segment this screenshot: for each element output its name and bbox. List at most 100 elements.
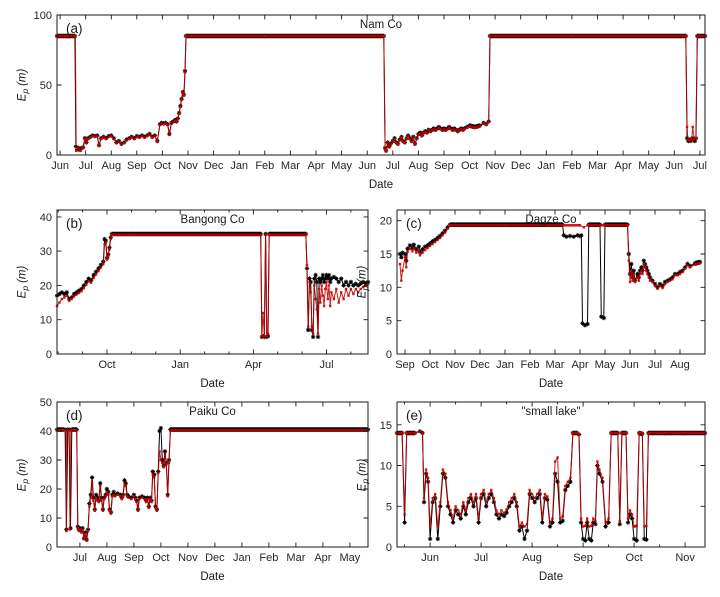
axes-box-e	[396, 401, 706, 548]
ylabel-units: (m)	[16, 265, 29, 283]
y-tick-label-b: 30	[40, 246, 52, 258]
y-tick-label-d: 40	[40, 426, 52, 438]
x-tick-label-d: Jul	[73, 552, 87, 564]
x-tick-label-c: Nov	[445, 359, 465, 371]
x-tick-label-a: Jun	[665, 160, 683, 172]
x-tick-label-a: Jul	[693, 160, 707, 172]
tick-marks-e	[397, 402, 705, 548]
axes-box-c	[396, 209, 706, 355]
series-red-plateau-e	[397, 431, 705, 528]
x-tick-label-a: Oct	[461, 160, 478, 172]
x-tick-label-d: Apr	[314, 552, 331, 564]
panel-d-letter: (d)	[66, 408, 83, 423]
x-tick-label-a: Apr	[307, 160, 324, 172]
x-tick-label-b: Oct	[98, 359, 115, 371]
panel-c-letter: (c)	[406, 216, 422, 231]
y-tick-label-b: 0	[46, 349, 52, 361]
x-tick-label-a: Jun	[51, 160, 69, 172]
panel-e-title: "small lake"	[521, 406, 581, 418]
tick-marks-d	[57, 401, 368, 548]
panel-b-title: Bangong Co	[180, 214, 245, 226]
tick-marks-a	[57, 14, 705, 156]
x-tick-label-a: Jul	[386, 160, 400, 172]
panel-c-ylabel: Ep (m)	[356, 266, 370, 299]
x-tick-label-a: Aug	[102, 160, 122, 172]
x-tick-label-c: Jun	[621, 359, 639, 371]
x-tick-label-a: Dec	[511, 160, 531, 172]
x-tick-label-a: Oct	[154, 160, 171, 172]
y-tick-label-e: 10	[380, 461, 392, 473]
y-tick-label-e: 5	[386, 501, 392, 513]
axes-box-d	[56, 401, 369, 548]
panel-a-ylabel: Ep (m)	[16, 69, 30, 102]
panel-a-letter: (a)	[66, 21, 83, 36]
x-tick-label-e: Aug	[522, 552, 542, 564]
x-tick-label-c: Sep	[395, 359, 415, 371]
panel-d-xlabel: Date	[200, 571, 225, 583]
y-tick-label-d: 50	[40, 397, 52, 409]
series-black-markers-d	[54, 425, 371, 542]
panel-e-letter: (e)	[406, 408, 423, 423]
panel-b-letter: (b)	[66, 216, 83, 231]
panel-b: Oct Jan Apr Jul 0 10 20 30 40	[40, 209, 371, 371]
ylabel-symbol: E	[356, 483, 369, 491]
x-tick-label-a: Dec	[204, 160, 224, 172]
x-tick-label-b: Apr	[245, 359, 262, 371]
ylabel-symbol: E	[356, 290, 369, 299]
panel-c: Sep Oct Nov Dec Jan Feb Mar Apr May Jun Jul Aug 0 5 10…	[380, 209, 706, 371]
ylabel-units: (m)	[16, 458, 29, 476]
panel-b-xlabel: Date	[200, 378, 225, 390]
panel-d: Jul Aug Sep Oct Nov Dec Jan Feb Mar Apr May 0 10 20 30…	[40, 397, 371, 564]
series-black-markers-c	[397, 222, 703, 328]
series-black-plateau-a	[57, 33, 705, 130]
ylabel-subscript: p	[19, 478, 30, 484]
x-tick-label-a: Feb	[562, 160, 581, 172]
x-tick-label-d: May	[340, 552, 361, 564]
x-tick-label-c: Aug	[670, 359, 690, 371]
y-tick-label-d: 10	[40, 513, 52, 525]
x-tick-label-b: Jan	[171, 359, 189, 371]
x-tick-label-e: Jun	[421, 552, 439, 564]
series-red-markers-d	[55, 429, 370, 542]
x-tick-label-d: Feb	[259, 552, 278, 564]
panel-d-title: Paiku Co	[189, 406, 236, 418]
x-tick-label-a: Jan	[230, 160, 248, 172]
series-black-markers-a	[54, 33, 708, 153]
x-tick-label-d: Oct	[152, 552, 169, 564]
tick-marks-b	[57, 210, 368, 355]
y-tick-label-c: 0	[386, 349, 392, 361]
x-tick-label-d: Sep	[124, 552, 144, 564]
y-tick-label-a: 100	[34, 10, 52, 22]
panel-b-ylabel: Ep (m)	[16, 266, 30, 299]
x-tick-label-c: Feb	[521, 359, 540, 371]
series-black-line-c	[399, 224, 696, 326]
y-tick-label-e: 0	[386, 542, 392, 554]
x-tick-label-a: Nov	[485, 160, 505, 172]
x-tick-label-a: Sep	[434, 160, 454, 172]
x-tick-label-a: May	[638, 160, 659, 172]
x-tick-label-a: Apr	[615, 160, 632, 172]
series-red-plateau-a	[57, 34, 705, 130]
ylabel-subscript: p	[359, 478, 370, 484]
ylabel-symbol: E	[16, 290, 29, 299]
panel-a: Jun Jul Aug Sep Oct Nov Dec Jan Feb Mar Apr May Jun J…	[34, 10, 708, 172]
x-tick-label-a: Feb	[255, 160, 274, 172]
x-tick-label-c: May	[595, 359, 616, 371]
panel-e-ylabel: Ep (m)	[356, 458, 370, 491]
x-tick-label-a: Sep	[127, 160, 147, 172]
y-tick-label-d: 20	[40, 484, 52, 496]
x-tick-label-a: Aug	[409, 160, 429, 172]
ylabel-subscript: p	[19, 88, 30, 94]
x-tick-label-e: Oct	[626, 552, 643, 564]
x-tick-label-a: Mar	[281, 160, 300, 172]
x-tick-label-e: Sep	[573, 552, 593, 564]
x-tick-label-c: Apr	[571, 359, 588, 371]
series-red-line-d	[63, 429, 171, 541]
x-tick-label-c: Dec	[470, 359, 490, 371]
y-tick-label-c: 15	[380, 249, 392, 261]
y-tick-label-b: 20	[40, 280, 52, 292]
y-tick-label-e: 15	[380, 420, 392, 432]
ylabel-subscript: p	[359, 285, 370, 291]
